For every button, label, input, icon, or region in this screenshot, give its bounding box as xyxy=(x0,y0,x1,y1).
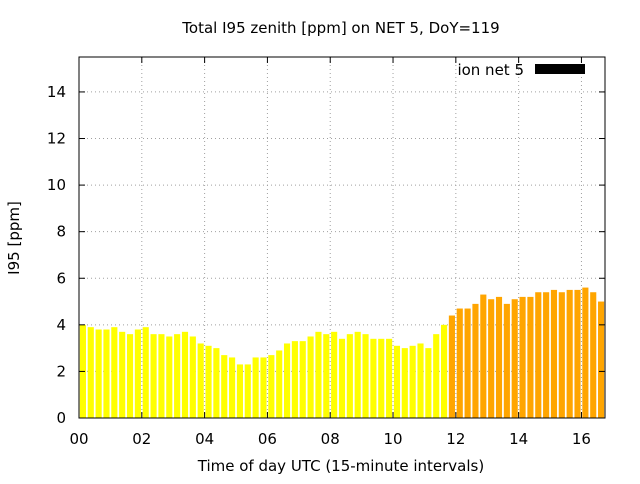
bar xyxy=(598,301,605,418)
bar xyxy=(488,299,495,418)
y-tick-label: 8 xyxy=(56,223,66,241)
bar xyxy=(252,357,259,418)
bar xyxy=(566,289,573,418)
bar xyxy=(111,327,118,418)
bar xyxy=(393,345,401,418)
bar xyxy=(181,331,189,418)
legend-label: ion net 5 xyxy=(457,61,524,79)
bar xyxy=(323,334,330,418)
bar xyxy=(166,336,173,418)
axes-layer xyxy=(78,56,606,419)
x-tick-label: 02 xyxy=(132,430,151,448)
bar xyxy=(346,334,353,418)
bar xyxy=(197,343,204,418)
bar xyxy=(338,338,346,418)
x-tick-label: 16 xyxy=(572,430,591,448)
bar xyxy=(103,329,110,418)
bar xyxy=(433,334,440,418)
bar xyxy=(535,292,542,418)
bar xyxy=(448,315,455,418)
bar xyxy=(440,324,448,418)
bar xyxy=(354,331,361,418)
bar xyxy=(464,308,471,418)
x-tick-label: 00 xyxy=(69,430,88,448)
bar xyxy=(401,348,408,418)
x-tick-label: 14 xyxy=(509,430,528,448)
bar xyxy=(378,338,385,418)
bar xyxy=(307,336,314,418)
bar xyxy=(527,296,534,418)
bar xyxy=(283,343,291,418)
bar xyxy=(276,350,283,418)
bar xyxy=(87,327,94,418)
bar xyxy=(291,341,298,418)
bar xyxy=(409,345,416,418)
bar xyxy=(370,338,377,418)
y-tick-label: 12 xyxy=(47,130,66,148)
legend: ion net 5 xyxy=(457,61,585,79)
bar xyxy=(229,357,236,418)
bar xyxy=(582,287,589,418)
x-tick-label: 10 xyxy=(383,430,402,448)
bar xyxy=(126,334,134,418)
x-tick-label: 12 xyxy=(446,430,465,448)
bar xyxy=(503,303,510,418)
bar xyxy=(236,364,244,418)
bar xyxy=(95,329,102,418)
grid-layer xyxy=(79,57,605,418)
bar xyxy=(331,331,338,418)
bar xyxy=(519,296,526,418)
y-axis-label: I95 [ppm] xyxy=(5,201,23,275)
bar xyxy=(119,331,126,418)
bar xyxy=(574,289,581,418)
bar xyxy=(362,334,369,418)
bar xyxy=(558,292,565,418)
bar xyxy=(134,329,141,418)
chart-title: Total I95 zenith [ppm] on NET 5, DoY=119 xyxy=(181,19,499,37)
bar xyxy=(244,364,251,418)
bar xyxy=(543,292,550,418)
y-tick-label: 14 xyxy=(47,83,66,101)
x-axis-label: Time of day UTC (15-minute intervals) xyxy=(197,457,484,475)
y-tick-label: 0 xyxy=(56,409,66,427)
bar xyxy=(417,343,424,418)
bar xyxy=(142,327,149,418)
bar xyxy=(550,289,558,418)
bar xyxy=(590,292,597,418)
bars-layer xyxy=(79,287,605,418)
bar xyxy=(158,334,165,418)
bar xyxy=(495,296,503,418)
bar xyxy=(189,336,196,418)
x-tick-label: 08 xyxy=(321,430,340,448)
bar xyxy=(480,294,487,418)
x-tick-label: 06 xyxy=(258,430,277,448)
plot-frame xyxy=(78,56,606,419)
bar xyxy=(425,348,432,418)
bar xyxy=(386,338,393,418)
y-tick-label: 4 xyxy=(56,316,66,334)
bar xyxy=(268,355,275,418)
x-tick-label: 04 xyxy=(195,430,214,448)
y-tick-label: 2 xyxy=(56,362,66,380)
bar xyxy=(150,334,157,418)
bar xyxy=(205,345,212,418)
bar xyxy=(221,355,228,418)
legend-swatch xyxy=(535,64,585,74)
bar xyxy=(260,357,267,418)
y-tick-label: 10 xyxy=(47,176,66,194)
bar xyxy=(456,308,463,418)
bar xyxy=(315,331,322,418)
bar xyxy=(213,348,220,418)
bar xyxy=(299,341,306,418)
bar xyxy=(511,299,518,418)
bar xyxy=(472,303,479,418)
y-tick-label: 6 xyxy=(56,269,66,287)
bar xyxy=(174,334,181,418)
